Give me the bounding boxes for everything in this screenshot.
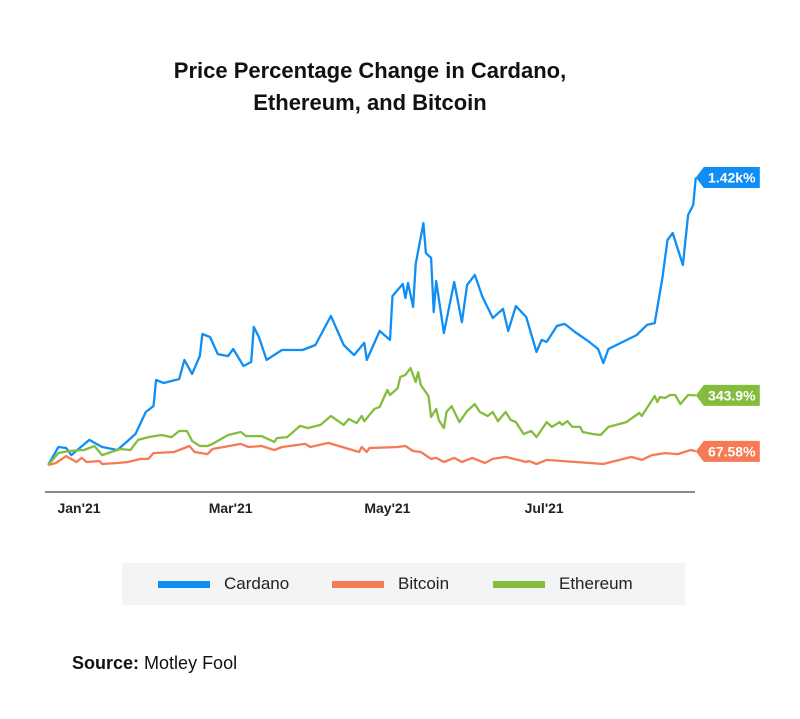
legend-item-cardano[interactable]: Cardano [158,563,289,605]
legend-label: Cardano [224,574,290,593]
source-text: Motley Fool [144,653,238,673]
legend-label: Bitcoin [398,574,450,593]
series-line-bitcoin [47,441,697,467]
end-label-text: 67.58% [708,443,756,459]
end-label-text: 343.9% [708,387,756,403]
series-line-cardano [47,177,697,466]
x-tick-label: Jul'21 [525,500,564,516]
x-tick-label: Jan'21 [57,500,100,516]
end-label-bitcoin: 67.58% [695,440,760,462]
legend-item-bitcoin[interactable]: Bitcoin [332,563,449,605]
chart-title: Price Percentage Change in Cardano, Ethe… [0,55,740,119]
chart-title-line-1: Price Percentage Change in Cardano, [173,58,567,83]
chart-title-line-2: Ethereum, and Bitcoin [253,90,487,115]
x-tick-label: May'21 [364,500,410,516]
legend-swatch-cardano [158,580,210,588]
source-prefix: Source: [72,653,140,673]
series-group [47,177,697,467]
source-note: Source: Motley Fool [72,653,237,674]
legend-swatch-ethereum [493,580,545,588]
end-label-cardano: 1.42k% [695,167,760,189]
series-line-ethereum [47,366,696,466]
end-label-flag [695,384,760,406]
end-label-flag [695,440,760,462]
end-label-ethereum: 343.9% [695,384,760,406]
legend: Cardano Bitcoin Ethereum [122,563,685,605]
end-labels: 1.42k% 67.58% 343.9% [695,167,760,462]
legend-item-ethereum[interactable]: Ethereum [493,563,633,605]
x-tick-label: Mar'21 [209,500,253,516]
legend-label: Ethereum [559,574,633,593]
legend-swatch-bitcoin [332,580,384,588]
end-label-text: 1.42k% [708,170,756,186]
x-axis-ticks: Jan'21 Mar'21 May'21 Jul'21 [57,500,563,516]
end-label-flag [695,167,760,189]
